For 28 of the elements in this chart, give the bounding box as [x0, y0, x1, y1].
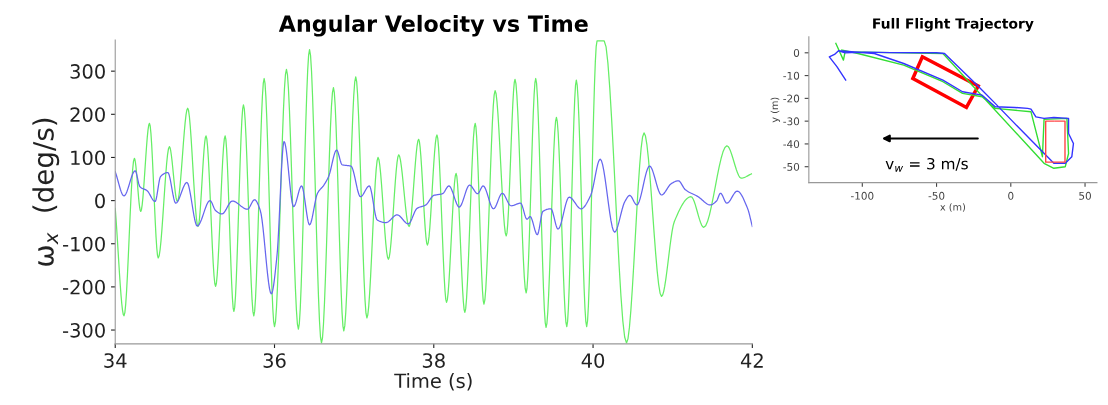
y-tick-label: -20 — [783, 94, 800, 103]
y-axis-title: ω$_{x}$ (deg/s) — [32, 118, 60, 266]
x-tick-label: 38 — [422, 353, 445, 368]
x-tick-label: 40 — [581, 353, 605, 368]
x-tick-label: -100 — [850, 191, 874, 200]
y-tick-label: -30 — [783, 117, 800, 126]
y-tick-label: 100 — [71, 150, 105, 166]
x-tick-label: 42 — [740, 353, 763, 368]
x-tick-label: -50 — [928, 191, 945, 200]
x-axis-title: x (m) — [940, 203, 965, 212]
y-tick-label: -40 — [783, 140, 800, 149]
y-tick-label: 300 — [70, 64, 105, 79]
x-tick-label: 50 — [1079, 191, 1091, 200]
chart-title: Full Flight Trajectory — [873, 17, 1034, 32]
x-tick-label: 0 — [1008, 191, 1014, 200]
y-tick-label: 200 — [70, 107, 105, 122]
x-tick-label: 34 — [104, 353, 127, 368]
x-axis-title: Time (s) — [394, 373, 472, 391]
y-tick-label: -50 — [783, 162, 800, 171]
y-tick-label: -10 — [783, 71, 800, 80]
y-axis-title: y (m) — [770, 97, 781, 123]
y-tick-label: -200 — [63, 279, 105, 295]
chart-title: Angular Velocity vs Time — [278, 14, 588, 37]
x-tick-label: 36 — [263, 353, 286, 368]
annotation: v$_{w}$ = 3 m/s — [885, 157, 968, 172]
y-tick-label: 0 — [793, 49, 800, 57]
y-tick-label: -300 — [63, 322, 105, 338]
y-tick-label: -100 — [63, 236, 105, 252]
